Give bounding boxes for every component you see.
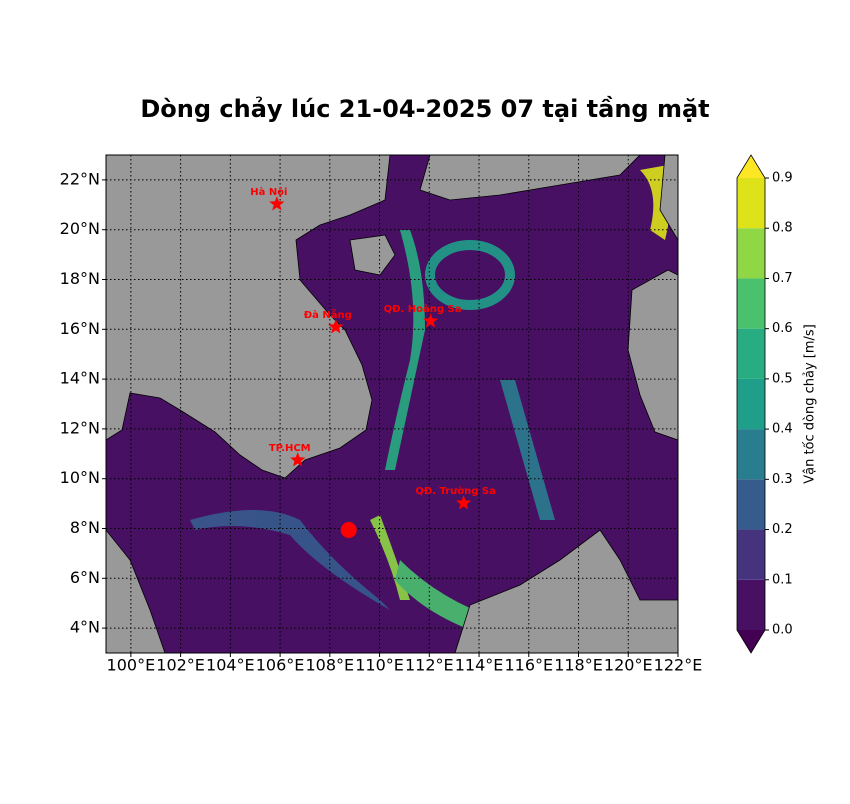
current-band [190,510,390,610]
x-tick-label: 100°E [107,656,156,675]
city-label: Hà Nội [250,186,287,198]
land [105,154,679,654]
colorbar-segment [737,178,765,229]
city-marker [269,196,285,211]
x-tick-label: 104°E [206,656,255,675]
city-marker [328,319,344,334]
land-philippines [627,269,679,441]
city-marker [422,313,439,328]
colorbar-extend-low [737,630,765,653]
colorbar-tick-label: 0.3 [772,472,793,487]
x-tick-label: 108°E [305,656,354,675]
x-tick-label: 110°E [355,656,404,675]
y-tick-label: 14°N [60,369,100,388]
x-tick-label: 106°E [256,656,305,675]
colorbar-label: Vận tốc dòng chảy [m/s] [803,324,818,484]
x-tick-label: 120°E [604,656,653,675]
city-marker [290,452,306,467]
y-tick-label: 12°N [60,418,100,437]
colorbar-tick-label: 0.4 [772,422,793,437]
colorbar-segment [737,479,765,530]
colorbar-tick-label: 0.0 [772,623,793,638]
colorbar-segment [737,278,765,329]
x-tick-label: 114°E [455,656,504,675]
colorbar-segment [737,328,765,379]
colorbar-segment [737,529,765,580]
x-tick-label: 122°E [654,656,703,675]
x-tick-label: 116°E [504,656,553,675]
colorbar-segment [737,579,765,630]
colorbar-segment [737,429,765,480]
colorbar-tick-label: 0.5 [772,371,793,386]
colorbar-tick-label: 0.2 [772,522,793,537]
land-china [419,154,641,201]
city-label: TP.HCM [269,443,311,454]
city-label: Đà Nẵng [304,308,352,321]
y-tick-label: 20°N [60,219,100,238]
colorbar-segment [737,378,765,430]
colorbar-tick-label: 0.8 [772,221,793,236]
chart-title: Dòng chảy lúc 21-04-2025 07 tại tầng mặt [140,95,709,123]
city-label: QĐ. Trường Sa [415,485,496,497]
x-tick-label: 102°E [156,656,205,675]
colorbar-tick-label: 0.7 [772,271,793,286]
eddy [425,240,515,310]
y-tick-label: 4°N [70,618,100,637]
y-tick-label: 22°N [60,169,100,188]
y-tick-label: 6°N [70,568,100,587]
location-marker [340,521,357,538]
colorbar-tick-label: 0.9 [772,171,793,186]
colorbar-segment [737,228,765,279]
current-band [385,230,425,470]
colorbar-extend-high [737,155,765,178]
colorbar-tick-label: 0.6 [772,321,793,336]
land-mainland [105,154,391,479]
y-tick-label: 10°N [60,468,100,487]
colorbar-tick-label: 0.1 [772,572,793,587]
current-band [500,380,555,520]
x-tick-label: 118°E [554,656,603,675]
x-tick-label: 112°E [405,656,454,675]
y-tick-label: 18°N [60,269,100,288]
y-tick-label: 8°N [70,518,100,537]
city-marker [456,495,472,510]
y-tick-label: 16°N [60,319,100,338]
city-label: QĐ. Hoàng Sa [384,303,462,315]
